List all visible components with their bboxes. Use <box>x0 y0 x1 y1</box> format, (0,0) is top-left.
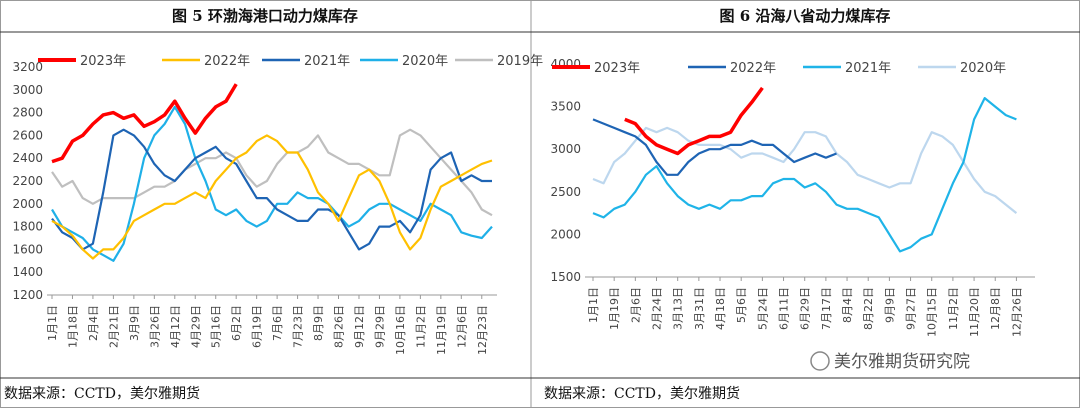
series-line <box>592 97 1017 253</box>
x-tick-label: 10月15日 <box>926 287 939 337</box>
x-tick-label: 2月24日 <box>651 287 664 330</box>
legend-label: 2020年 <box>960 61 1006 76</box>
x-tick-label: 9月29日 <box>373 305 386 348</box>
legend-label: 2022年 <box>204 54 250 69</box>
x-tick-label: 3月26日 <box>148 305 161 348</box>
x-tick-label: 4月29日 <box>189 305 202 348</box>
x-tick-label: 5月16日 <box>210 305 223 348</box>
x-tick-label: 6月29日 <box>799 287 812 330</box>
y-tick-label: 2000 <box>12 197 43 211</box>
series-line <box>624 86 764 156</box>
x-tick-label: 8月26日 <box>333 305 346 348</box>
x-tick-label: 11月19日 <box>435 305 448 355</box>
source: 数据来源：CCTD，美尔雅期货 <box>4 385 200 402</box>
x-tick-label: 6月2日 <box>230 305 243 341</box>
x-tick-label: 1月19日 <box>608 287 621 330</box>
x-tick-label: 12月26日 <box>1010 287 1023 337</box>
x-tick-label: 3月13日 <box>672 287 685 330</box>
x-tick-label: 1月1日 <box>46 305 59 341</box>
series-line <box>51 128 493 217</box>
chart-title: 图 6 沿海八省动力煤库存 <box>720 7 891 25</box>
x-tick-label: 2月21日 <box>107 305 120 348</box>
x-tick-label: 3月9日 <box>128 305 141 341</box>
y-tick-label: 1200 <box>12 288 43 302</box>
y-tick-label: 2500 <box>550 185 581 199</box>
y-tick-label: 1400 <box>12 265 43 279</box>
x-tick-label: 9月9日 <box>883 287 896 323</box>
x-tick-label: 7月23日 <box>292 305 305 348</box>
legend-label: 2023年 <box>80 54 126 69</box>
x-tick-label: 8月9日 <box>312 305 325 341</box>
x-tick-label: 4月12日 <box>169 305 182 348</box>
legend-label: 2019年 <box>497 54 543 69</box>
x-tick-label: 11月2日 <box>947 287 960 330</box>
source: 数据来源：CCTD，美尔雅期货 <box>544 385 740 402</box>
legend-label: 2023年 <box>594 61 640 76</box>
x-tick-label: 12月8日 <box>989 287 1002 330</box>
y-tick-label: 1500 <box>550 270 581 284</box>
x-tick-label: 6月11日 <box>778 287 791 330</box>
series-line <box>51 128 492 251</box>
legend-label: 2021年 <box>304 54 350 69</box>
x-tick-label: 1月1日 <box>587 287 600 323</box>
series-line <box>51 83 238 164</box>
x-tick-label: 11月20日 <box>968 287 981 337</box>
y-tick-label: 3000 <box>12 83 43 97</box>
x-tick-label: 10月16日 <box>394 305 407 355</box>
series-line <box>592 118 837 176</box>
x-tick-label: 6月19日 <box>251 305 264 348</box>
y-tick-label: 2200 <box>12 174 43 188</box>
x-tick-label: 9月12日 <box>353 305 366 348</box>
x-tick-label: 2月6日 <box>629 287 642 323</box>
legend-label: 2022年 <box>730 61 776 76</box>
y-tick-label: 3500 <box>550 100 581 114</box>
y-tick-label: 1600 <box>12 242 43 256</box>
x-tick-label: 7月6日 <box>271 305 284 341</box>
x-tick-label: 3月31日 <box>693 287 706 330</box>
x-tick-label: 5月6日 <box>735 287 748 323</box>
x-tick-label: 4月18日 <box>714 287 727 330</box>
x-tick-label: 8月4日 <box>841 287 854 323</box>
x-tick-label: 2月4日 <box>87 305 100 341</box>
watermark-icon <box>810 351 830 371</box>
x-tick-label: 11月2日 <box>414 305 427 348</box>
x-tick-label: 12月23日 <box>476 305 489 355</box>
x-tick-label: 12月6日 <box>455 305 468 348</box>
watermark: 美尔雅期货研究院 <box>834 352 970 372</box>
legend-label: 2020年 <box>402 54 448 69</box>
series-line <box>51 134 493 260</box>
y-tick-label: 2600 <box>12 128 43 142</box>
y-tick-label: 2800 <box>12 106 43 120</box>
series-line <box>592 126 1018 214</box>
x-tick-label: 1月18日 <box>66 305 79 348</box>
chart-title: 图 5 环渤海港口动力煤库存 <box>172 7 358 25</box>
x-tick-label: 8月22日 <box>862 287 875 330</box>
y-tick-label: 3200 <box>12 60 43 74</box>
y-tick-label: 3000 <box>550 142 581 156</box>
y-tick-label: 1800 <box>12 220 43 234</box>
legend-label: 2021年 <box>845 61 891 76</box>
x-tick-label: 7月17日 <box>820 287 833 330</box>
y-tick-label: 2000 <box>550 227 581 241</box>
x-tick-label: 5月24日 <box>756 287 769 330</box>
x-tick-label: 9月27日 <box>905 287 918 330</box>
y-tick-label: 2400 <box>12 151 43 165</box>
series-line <box>51 105 493 262</box>
